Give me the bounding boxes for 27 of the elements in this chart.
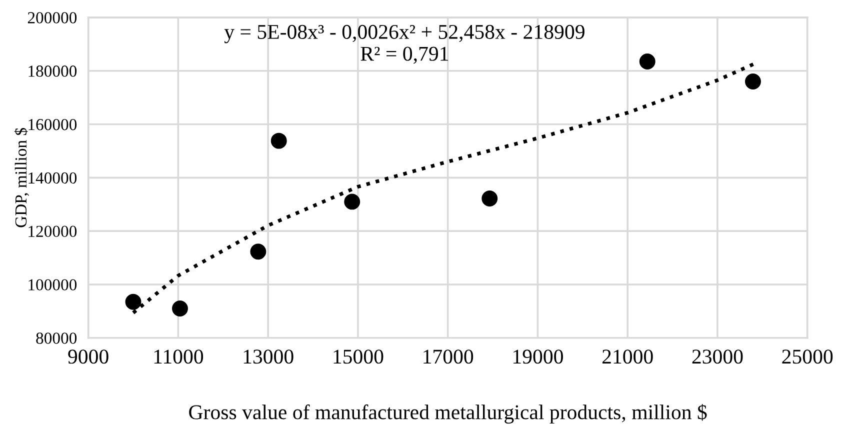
point — [745, 74, 761, 90]
point — [270, 132, 287, 149]
x-tick-label: 15000 — [334, 350, 384, 364]
point — [172, 300, 188, 317]
point — [639, 54, 656, 70]
y-tick-label: 180000 — [28, 66, 77, 77]
y-tick-label: 160000 — [28, 118, 77, 130]
x-tick-label: 13000 — [244, 350, 294, 364]
point — [250, 244, 266, 260]
point — [482, 190, 498, 206]
y-tick-label: 80000 — [36, 332, 77, 344]
y-tick-label: 140000 — [28, 172, 77, 184]
annotation: y = 5E-08x³ - 0,0026x² + 52,458x - 218909 R² = 0,791 — [224, 24, 584, 64]
x-tick-label: 19000 — [514, 350, 563, 364]
x-tick-label: 9000 — [68, 350, 108, 364]
x-tick-label: 25000 — [782, 350, 833, 364]
y-tick-label: 100000 — [28, 279, 77, 290]
y-tick-label: 200000 — [28, 12, 77, 24]
y-tick-label: 120000 — [28, 226, 77, 238]
point — [344, 194, 360, 210]
x-tick-label: 11000 — [154, 350, 204, 364]
x-tick-label: 21000 — [602, 350, 653, 364]
x-tick-label: 23000 — [692, 350, 743, 364]
point — [125, 294, 142, 310]
x-tick-label: 17000 — [424, 350, 474, 364]
y-axis-title: GDP, million $ — [14, 128, 29, 228]
x-axis-title: Gross value of manufactured metallurgical products, million $ — [189, 404, 707, 424]
